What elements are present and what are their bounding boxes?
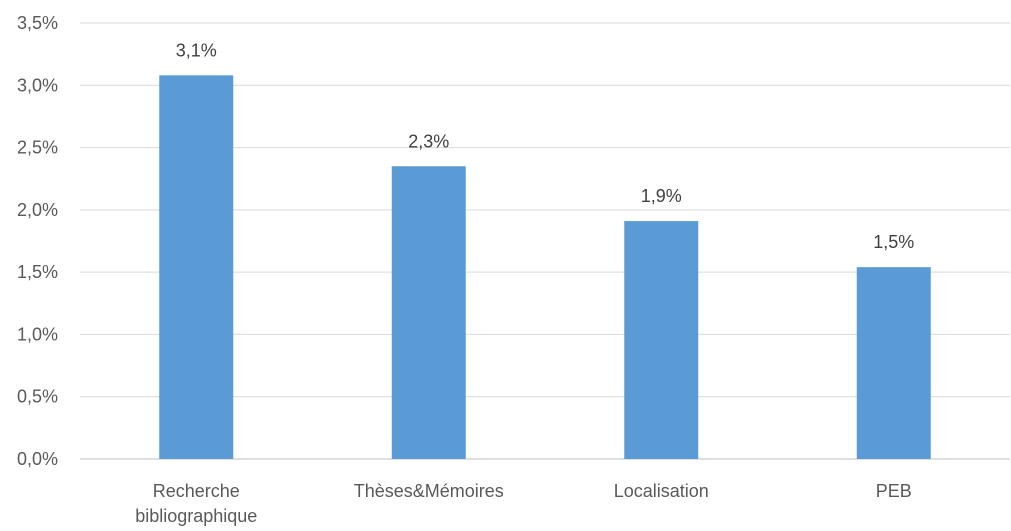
y-tick-label: 0,5%	[17, 387, 58, 407]
y-tick-label: 1,0%	[17, 324, 58, 344]
category-label: PEB	[876, 481, 912, 501]
category-label: Localisation	[614, 481, 709, 501]
bars	[159, 75, 931, 459]
gridlines	[80, 22, 1010, 460]
y-tick-label: 2,5%	[17, 138, 58, 158]
y-tick-label: 2,0%	[17, 200, 58, 220]
data-label: 1,5%	[873, 232, 914, 252]
y-tick-label: 0,0%	[17, 449, 58, 469]
y-tick-label: 3,0%	[17, 75, 58, 95]
x-axis-categories: Recherche bibliographique Thèses&Mémoires L…	[135, 481, 912, 526]
category-label: bibliographique	[135, 506, 257, 526]
bar	[856, 267, 931, 459]
bar	[159, 75, 234, 459]
bar	[624, 221, 699, 459]
data-labels: 3,1% 2,3% 1,9% 1,5%	[176, 40, 915, 252]
data-label: 3,1%	[176, 40, 217, 60]
bar	[391, 166, 466, 459]
data-label: 2,3%	[408, 131, 449, 151]
category-label: Thèses&Mémoires	[354, 481, 504, 501]
data-label: 1,9%	[641, 186, 682, 206]
y-tick-label: 1,5%	[17, 262, 58, 282]
y-tick-label: 3,5%	[17, 13, 58, 33]
category-label: Recherche	[153, 481, 240, 501]
y-axis-ticks: 0,0% 0,5% 1,0% 1,5% 2,0% 2,5% 3,0% 3,5%	[17, 13, 58, 469]
